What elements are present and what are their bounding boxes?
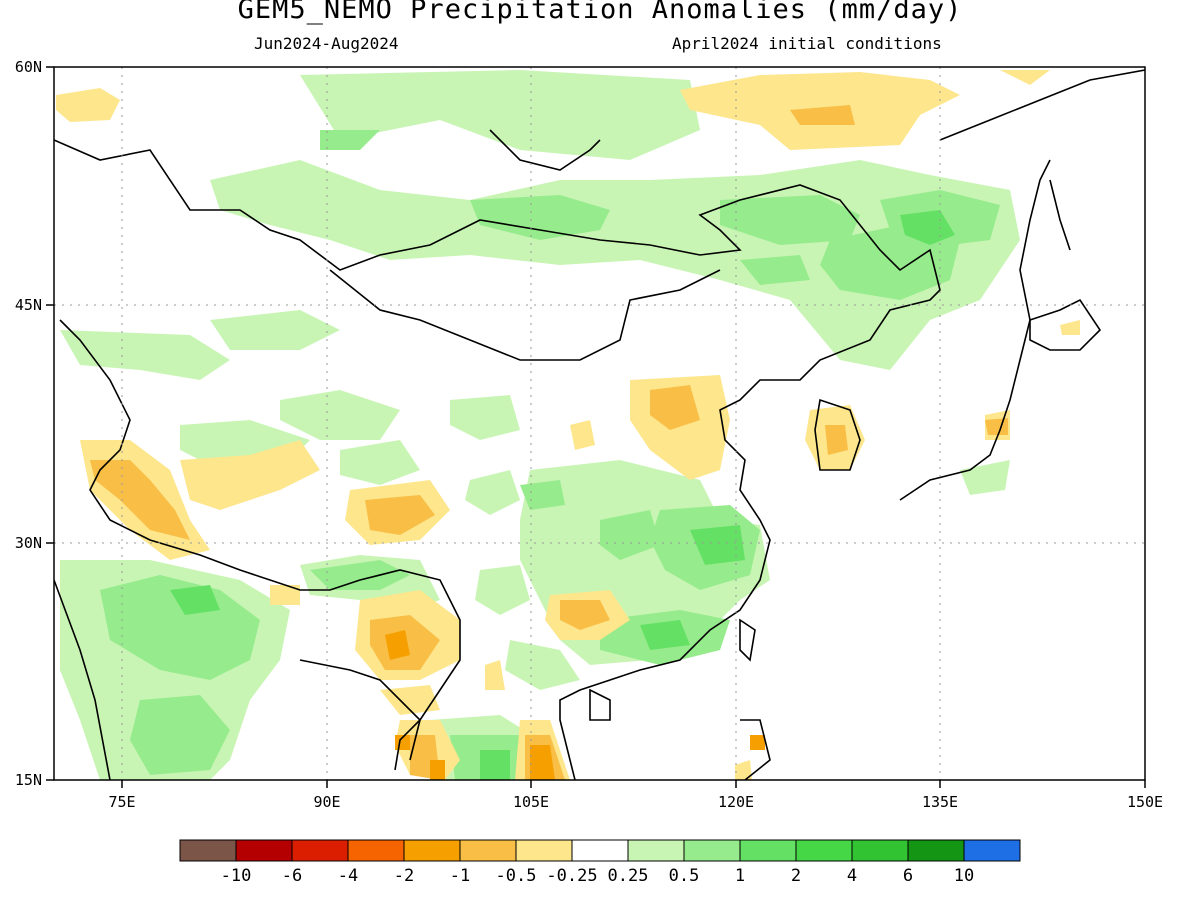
- y-tick-label: 45N: [15, 296, 42, 314]
- wet-strong-areas: [170, 210, 955, 780]
- colorbar-swatch: [347, 839, 405, 862]
- axis-ticks: [46, 66, 1146, 788]
- colorbar-label: -6: [281, 866, 303, 886]
- colorbar-label: 2: [790, 866, 802, 886]
- colorbar-label: 10: [953, 866, 975, 886]
- colorbar-swatch: [683, 839, 741, 862]
- colorbar-label: -4: [337, 866, 359, 886]
- season-label: Jun2024-Aug2024: [254, 34, 399, 53]
- colorbar-label: -2: [393, 866, 415, 886]
- gridlines: [54, 67, 1145, 780]
- colorbar-label: 6: [902, 866, 914, 886]
- plot-frame: [53, 66, 1146, 781]
- wet-moderate-areas: [100, 130, 1000, 780]
- coastlines-and-borders: [54, 69, 1145, 780]
- colorbar-swatch: [515, 839, 573, 862]
- colorbar: [179, 839, 1021, 862]
- colorbar-swatch: [795, 839, 853, 862]
- colorbar-swatch: [179, 839, 237, 862]
- x-tick-label: 75E: [108, 793, 135, 811]
- x-tick-label: 90E: [313, 793, 340, 811]
- x-tick-label: 135E: [922, 793, 958, 811]
- colorbar-swatch: [907, 839, 965, 862]
- y-tick-label: 60N: [15, 58, 42, 76]
- chart-title: GEM5_NEMO Precipitation Anomalies (mm/da…: [237, 0, 963, 25]
- colorbar-label: -0.5: [495, 866, 537, 886]
- dry-strong-areas: [385, 630, 765, 780]
- colorbar-swatch: [739, 839, 797, 862]
- anomaly-shading: [56, 70, 1080, 780]
- colorbar-label: 0.25: [607, 866, 649, 886]
- colorbar-label: -10: [220, 866, 252, 886]
- dry-moderate-areas: [90, 105, 1008, 780]
- y-tick-label: 30N: [15, 534, 42, 552]
- x-tick-label: 105E: [513, 793, 549, 811]
- colorbar-swatch: [963, 839, 1021, 862]
- colorbar-label: 0.5: [668, 866, 700, 886]
- colorbar-swatch: [403, 839, 461, 862]
- colorbar-label: 1: [734, 866, 746, 886]
- y-tick-label: 15N: [15, 771, 42, 789]
- colorbar-swatch: [291, 839, 349, 862]
- colorbar-swatch: [851, 839, 909, 862]
- x-tick-label: 120E: [718, 793, 754, 811]
- colorbar-label: 4: [846, 866, 858, 886]
- colorbar-swatch: [235, 839, 293, 862]
- colorbar-swatch: [627, 839, 685, 862]
- colorbar-swatch: [571, 839, 629, 862]
- colorbar-label: -0.25: [546, 866, 598, 886]
- colorbar-swatch: [459, 839, 517, 862]
- x-tick-label: 150E: [1127, 793, 1163, 811]
- initial-conditions-label: April2024 initial conditions: [672, 34, 942, 53]
- colorbar-label: -1: [449, 866, 471, 886]
